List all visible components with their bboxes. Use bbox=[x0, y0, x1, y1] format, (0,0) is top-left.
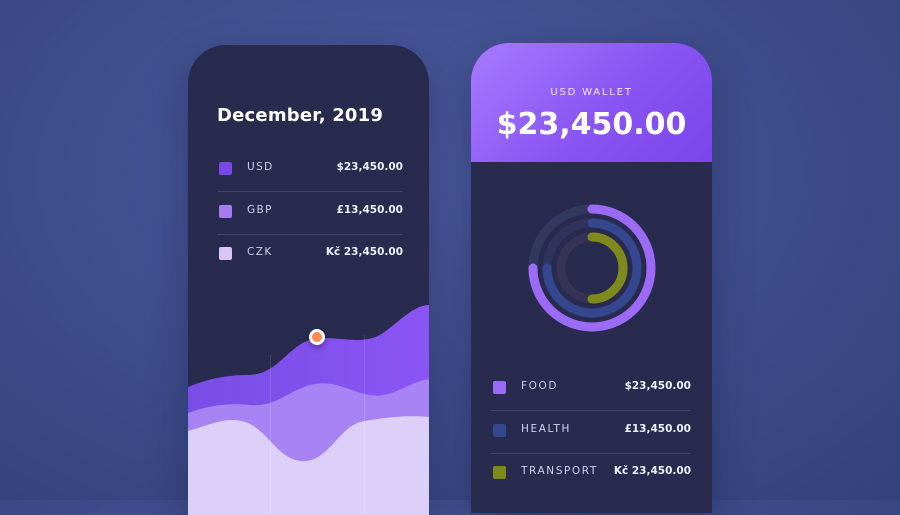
wallet-balance: $23,450.00 bbox=[496, 107, 687, 142]
food-swatch bbox=[493, 381, 506, 394]
category-name: FOOD bbox=[521, 380, 559, 392]
currency-code: USD bbox=[247, 161, 274, 173]
category-row-food[interactable]: FOOD $23,450.00 bbox=[491, 368, 691, 411]
wallet-card: USD WALLET $23,450.00 FOOD $23,450.00 HE… bbox=[471, 43, 712, 513]
gbp-swatch bbox=[219, 205, 232, 218]
category-name: HEALTH bbox=[521, 423, 572, 435]
divider bbox=[491, 410, 691, 411]
currency-code: GBP bbox=[247, 204, 273, 216]
divider bbox=[491, 453, 691, 454]
divider bbox=[217, 191, 403, 192]
currency-amount: £13,450.00 bbox=[336, 204, 403, 216]
ring-food bbox=[528, 204, 656, 332]
czk-swatch bbox=[219, 247, 232, 260]
category-amount: £13,450.00 bbox=[624, 423, 691, 435]
ring-transport bbox=[587, 232, 628, 304]
ring-health bbox=[542, 218, 642, 318]
currency-code: CZK bbox=[247, 246, 273, 258]
category-row-transport[interactable]: TRANSPORT Kč 23,450.00 bbox=[491, 453, 691, 496]
month-title: December, 2019 bbox=[217, 105, 384, 126]
category-name: TRANSPORT bbox=[521, 465, 598, 477]
category-amount: $23,450.00 bbox=[624, 380, 691, 392]
usd-swatch bbox=[219, 162, 232, 175]
currency-amount: $23,450.00 bbox=[336, 161, 403, 173]
divider bbox=[217, 234, 403, 235]
wallet-label: USD WALLET bbox=[550, 87, 633, 98]
health-swatch bbox=[493, 424, 506, 437]
category-row-health[interactable]: HEALTH £13,450.00 bbox=[491, 411, 691, 454]
area-wave-chart bbox=[188, 305, 429, 515]
grid-column bbox=[270, 355, 271, 515]
spending-rings-chart bbox=[528, 204, 656, 332]
wallet-header: USD WALLET $23,450.00 bbox=[471, 43, 712, 162]
category-amount: Kč 23,450.00 bbox=[613, 465, 691, 477]
currency-amount: Kč 23,450.00 bbox=[325, 246, 403, 258]
currency-row-usd[interactable]: USD $23,450.00 bbox=[217, 150, 403, 192]
currency-overview-card: December, 2019 USD $23,450.00 GBP £13,45… bbox=[188, 45, 429, 515]
wave-layer-front bbox=[188, 416, 429, 515]
currency-row-czk[interactable]: CZK Kč 23,450.00 bbox=[217, 235, 403, 277]
currency-row-gbp[interactable]: GBP £13,450.00 bbox=[217, 193, 403, 235]
chart-point-marker[interactable] bbox=[309, 329, 325, 345]
transport-swatch bbox=[493, 466, 506, 479]
grid-column bbox=[364, 335, 365, 515]
